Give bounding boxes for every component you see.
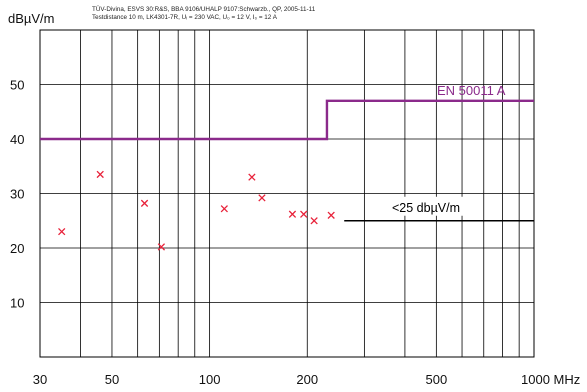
measurement-point — [248, 173, 256, 181]
y-tick-label: 10 — [10, 296, 24, 311]
x-tick-label: 500 — [425, 372, 447, 387]
measurement-point — [288, 210, 297, 218]
y-axis-label: dBµV/m — [8, 11, 55, 26]
y-tick-label: 40 — [10, 132, 24, 147]
x-tick-label: 200 — [296, 372, 318, 387]
plot-frame — [39, 29, 535, 358]
limit-line-label: EN 50011 A — [437, 83, 506, 98]
y-tick-label: 50 — [10, 78, 24, 93]
x-tick-label: 100 — [199, 372, 221, 387]
measurement-point — [220, 205, 228, 213]
measurement-point — [140, 199, 149, 207]
measurement-point — [258, 194, 266, 202]
measurement-point — [310, 217, 318, 225]
limit-line-en-50011-a — [40, 99, 534, 141]
chart-header-line-1: TÜV-Divina, ESVS 30:R&S, BBA 9106/UHALP … — [92, 6, 316, 13]
measurement-point — [300, 210, 308, 218]
measurement-point — [96, 170, 104, 179]
measurement-point — [327, 211, 335, 219]
x-tick-label: 50 — [105, 372, 119, 387]
measurement-point — [157, 243, 166, 251]
x-tick-label: 30 — [33, 372, 47, 387]
measurement-point — [58, 227, 66, 236]
noise-floor-label: <25 dbµV/m — [392, 201, 460, 215]
x-tick-label: 1000 MHz — [521, 372, 580, 387]
y-tick-label: 30 — [10, 187, 24, 202]
y-tick-label: 20 — [10, 241, 24, 256]
chart-header-line-2: Testdistance 10 m, LK4301-7R, Uᵢ = 230 V… — [92, 14, 277, 21]
noise-floor-label-bg — [386, 196, 480, 216]
